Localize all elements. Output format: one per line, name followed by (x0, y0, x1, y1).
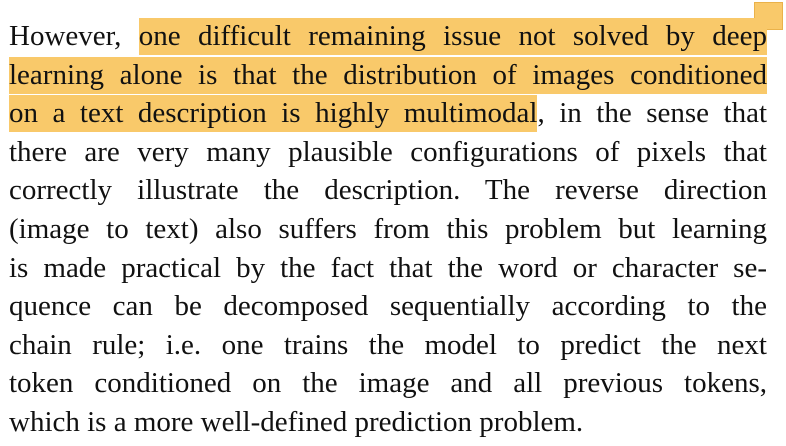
highlighted-text[interactable]: one difficult remaining issue not solved… (138, 18, 768, 55)
text-line: chain rule; i.e. one trains the model to… (9, 328, 767, 361)
text-line: correctly illustrate the description. Th… (9, 174, 767, 207)
highlighted-text[interactable]: on a text description is highly multimod… (9, 95, 538, 133)
text-run: , in the sense that (537, 97, 767, 130)
text-line: is made practical by the fact that the w… (9, 251, 767, 284)
highlighted-text[interactable]: learning alone is that the distribution … (9, 56, 767, 94)
text-line: there are very many plausible configurat… (9, 135, 767, 168)
text-run: However, (9, 20, 139, 52)
text-line: (image to text) also suffers from this p… (9, 212, 767, 245)
text-line: However, one difficult remaining issue n… (9, 17, 768, 56)
text-line: learning alone is that the distribution … (9, 56, 767, 95)
text-line: quence can be decomposed sequentially ac… (9, 290, 767, 323)
text-line: on a text description is highly multimod… (9, 94, 767, 133)
text-line: token conditioned on the image and all p… (9, 367, 767, 400)
paragraph: However, one difficult remaining issue n… (9, 17, 768, 442)
text-line: which is a more well-defined prediction … (9, 405, 584, 438)
